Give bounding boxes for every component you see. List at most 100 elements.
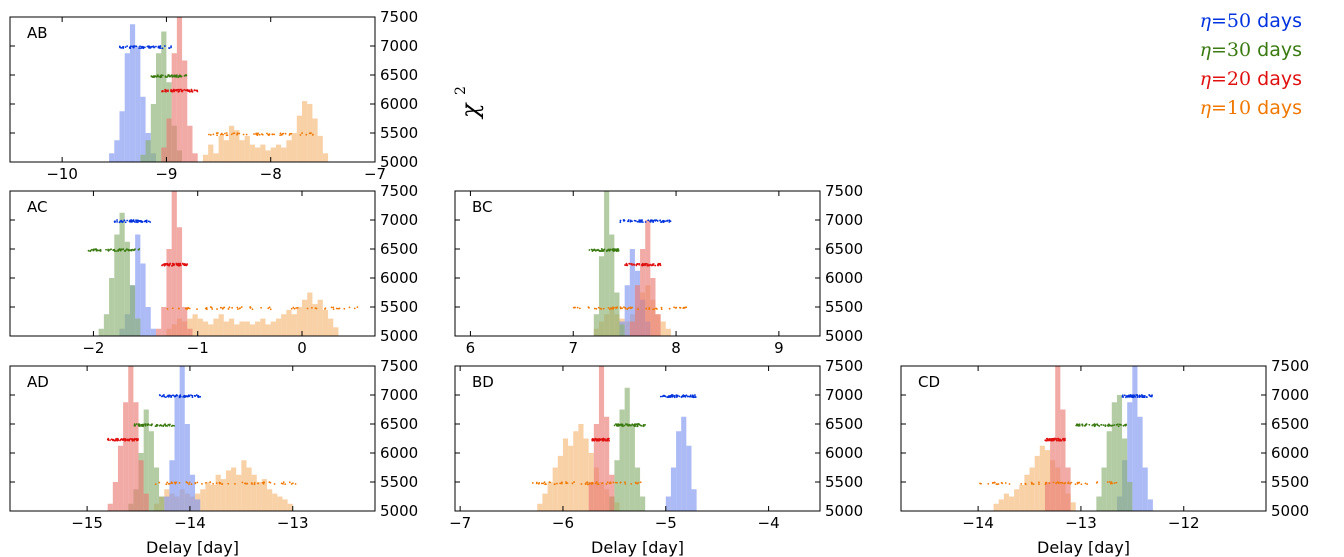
hist-bar-eta10 [286, 140, 292, 162]
chi2-point-eta10 [273, 133, 276, 136]
hist-bar-eta20 [650, 278, 656, 336]
chi2-point-eta50 [152, 45, 155, 48]
hist-bar-eta50 [140, 263, 146, 336]
hist-bar-eta10 [275, 318, 282, 336]
chi2-point-eta50 [170, 46, 172, 49]
chi2-point-eta30 [138, 248, 141, 250]
hist-bar-eta10 [307, 292, 313, 336]
chi2-point-eta10 [627, 307, 630, 309]
chi2-point-eta10 [674, 306, 677, 309]
x-tick-label: −1 [187, 339, 209, 357]
chi2-point-eta20 [183, 88, 186, 91]
chi2-point-eta50 [1138, 394, 1141, 397]
chi2-point-eta10 [337, 307, 340, 310]
hist-bar-eta10 [562, 438, 569, 511]
chi2-point-eta10 [220, 306, 222, 309]
y-tick-label: 7000 [825, 211, 863, 229]
chi2-point-eta50 [631, 220, 633, 223]
hist-bar-eta50 [1142, 467, 1148, 511]
chi2-point-eta10 [637, 481, 640, 484]
hist-bar-eta30 [629, 424, 635, 511]
hist-bar-eta20 [123, 402, 129, 511]
chi2-point-eta30 [115, 250, 118, 252]
hist-bar-eta20 [171, 53, 177, 162]
chi2-point-eta50 [1121, 394, 1124, 397]
chi2-point-eta10 [236, 306, 239, 309]
chi2-point-eta10 [980, 482, 982, 485]
chi2-point-eta30 [124, 250, 127, 252]
hist-bar-eta30 [114, 234, 120, 336]
chi2-point-eta10 [1080, 483, 1083, 486]
chi2-point-eta10 [267, 134, 270, 137]
hist-bar-eta10 [998, 499, 1004, 511]
chi2-point-eta20 [119, 439, 121, 442]
chi2-point-eta10 [332, 308, 335, 311]
chi2-point-eta10 [212, 133, 215, 136]
y-tick-label: 7000 [825, 386, 863, 404]
chi2-point-eta50 [627, 220, 630, 223]
chi2-point-eta10 [225, 132, 228, 134]
chi2-point-eta10 [356, 306, 359, 309]
hist-bar-eta30 [159, 496, 165, 511]
chi2-point-eta10 [621, 307, 624, 310]
hist-bar-eta50 [135, 46, 141, 162]
hist-bar-eta30 [614, 292, 620, 336]
hist-bar-eta10 [265, 150, 271, 162]
chi2-point-eta50 [135, 221, 138, 223]
chi2-point-eta30 [135, 423, 138, 425]
hist-bar-eta30 [593, 314, 599, 336]
chi2-point-eta10 [353, 307, 356, 310]
chi2-point-eta50 [199, 395, 202, 398]
chi2-point-eta10 [639, 481, 642, 484]
chi2-point-eta10 [288, 481, 291, 484]
hist-bar-eta10 [312, 118, 318, 162]
chi2-point-eta10 [559, 482, 562, 485]
chi2-point-eta30 [639, 424, 642, 427]
chi2-point-eta30 [1075, 424, 1078, 427]
chi2-point-eta10 [185, 481, 188, 483]
chi2-point-eta10 [679, 306, 682, 309]
chi2-point-eta10 [584, 483, 587, 485]
chi2-point-eta10 [167, 482, 170, 485]
chi2-point-eta30 [157, 74, 159, 77]
chi2-point-eta20 [188, 90, 191, 93]
x-tick-label: −7 [449, 514, 471, 532]
hist-bar-eta30 [640, 496, 646, 511]
chi2-point-eta10 [595, 307, 598, 310]
chi2-point-eta20 [1053, 437, 1056, 440]
chi2-point-eta50 [1143, 396, 1146, 399]
chi2-point-eta10 [608, 308, 611, 311]
panel-frame [9, 16, 376, 163]
chi2-point-eta30 [1098, 425, 1101, 427]
chi2-point-eta50 [1130, 396, 1133, 398]
hist-bar-eta10 [1044, 450, 1051, 511]
chi2-point-eta30 [105, 248, 107, 251]
panel-frame [9, 365, 376, 512]
chi2-point-eta20 [646, 264, 649, 267]
hist-bar-eta10 [578, 424, 584, 511]
hist-bar-eta30 [624, 387, 630, 511]
chi2-point-eta10 [1086, 483, 1089, 486]
chi2-point-eta50 [149, 221, 152, 223]
chi2-point-eta30 [178, 74, 181, 77]
chi2-point-eta30 [113, 250, 116, 252]
chi2-point-eta30 [166, 425, 169, 427]
chi2-point-eta10 [231, 306, 234, 309]
chi2-point-eta20 [650, 264, 653, 267]
hist-bar-eta20 [187, 125, 193, 162]
y-tick-label: 6500 [380, 415, 418, 433]
chi2-point-eta20 [643, 263, 646, 265]
chi2-point-eta50 [161, 395, 164, 398]
chi2-point-eta10 [995, 483, 998, 486]
chi2-point-eta20 [122, 439, 125, 441]
chi2-point-eta10 [607, 306, 610, 309]
hist-bar-eta20 [156, 328, 162, 336]
hist-bar-eta20 [176, 17, 183, 162]
chi2-point-eta30 [612, 250, 615, 253]
chi2-point-eta10 [993, 481, 996, 484]
chi2-point-eta10 [1001, 482, 1004, 485]
chi2-point-eta10 [594, 482, 597, 485]
chi2-point-eta10 [293, 307, 296, 310]
hist-bar-eta20 [1065, 467, 1071, 511]
hist-bar-eta30 [609, 234, 615, 336]
